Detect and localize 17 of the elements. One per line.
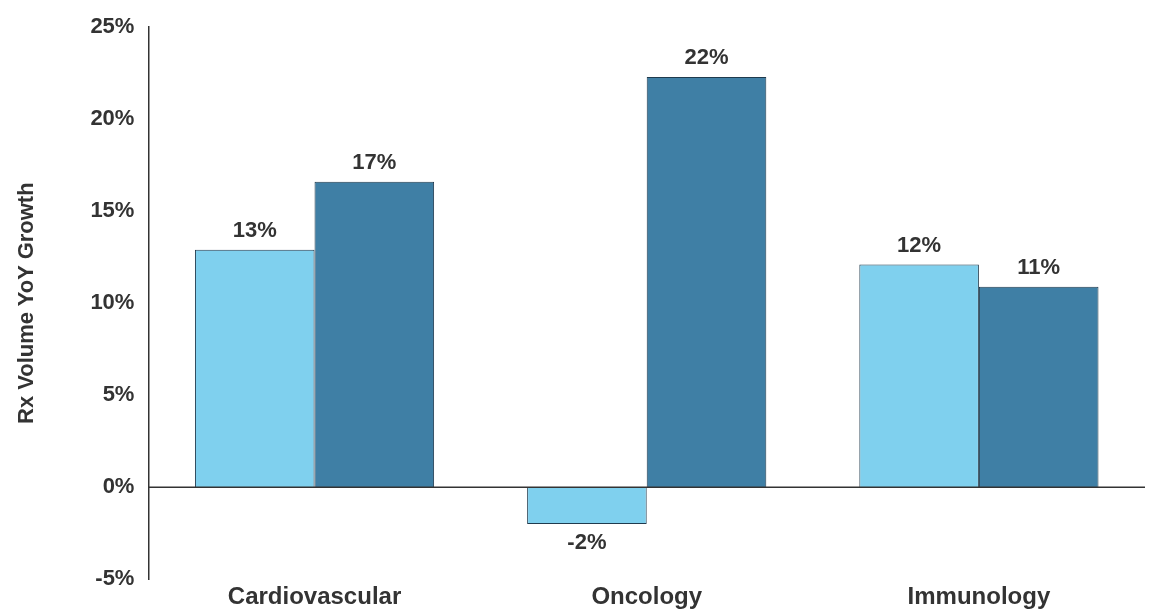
y-tick-label: 15% (90, 197, 135, 223)
data-label: -2% (567, 529, 607, 555)
y-tick-label: -5% (95, 565, 135, 591)
x-tick-label: Cardiovascular (227, 582, 402, 610)
y-tick-label: 25% (90, 13, 135, 39)
x-tick-label: Oncology (591, 582, 703, 610)
y-axis-title: Rx Volume YoY Growth (13, 182, 39, 425)
y-tick-label: 20% (90, 105, 135, 131)
data-label: 22% (684, 43, 729, 69)
data-label: 11% (1017, 253, 1061, 279)
y-tick-label: 0% (102, 473, 135, 499)
y-tick-label: 10% (90, 289, 135, 315)
data-label: 13% (232, 216, 277, 242)
data-label: 12% (897, 231, 942, 257)
y-tick-label: 5% (102, 381, 135, 407)
x-tick-label: Immunology (907, 582, 1051, 610)
data-label: 17% (352, 148, 397, 174)
